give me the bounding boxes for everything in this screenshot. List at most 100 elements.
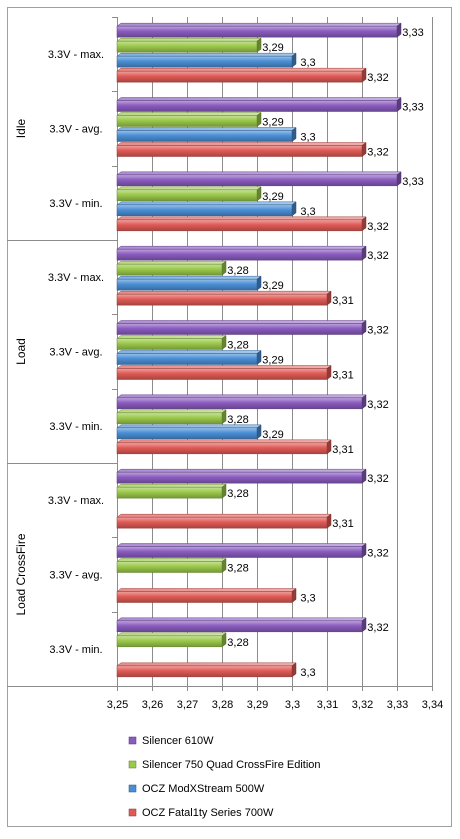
x-tick-label: 3,26 <box>142 699 163 711</box>
bar <box>116 67 367 83</box>
bar-top <box>116 632 227 637</box>
category-label: 3.3V - avg. <box>49 347 102 359</box>
bar-front <box>116 70 363 83</box>
legend-swatch <box>128 736 137 745</box>
data-label: 3,29 <box>262 429 283 441</box>
bar-top <box>116 335 227 339</box>
bar-front <box>116 130 293 142</box>
category-label: 3.3V - avg. <box>49 570 102 582</box>
bar-front <box>116 442 328 455</box>
bar <box>116 171 402 187</box>
bar-front <box>116 25 398 38</box>
bar-top <box>116 22 402 27</box>
bar <box>116 409 227 425</box>
bar <box>116 468 367 484</box>
bar-top <box>116 127 297 131</box>
group-label: Load <box>14 338 28 365</box>
data-label: 3,31 <box>332 518 353 530</box>
bar <box>116 260 227 276</box>
bar-front <box>116 204 293 217</box>
x-tick-label: 3,29 <box>247 699 268 711</box>
data-label: 3,28 <box>227 637 248 649</box>
data-label: 3,3 <box>300 667 315 679</box>
bar-front <box>116 174 398 187</box>
bar <box>116 186 262 202</box>
bar <box>116 275 262 291</box>
bar-top <box>116 37 262 42</box>
bar-top <box>116 617 367 622</box>
data-label: 3,29 <box>262 117 283 129</box>
legend-label: OCZ Fatal1ty Series 700W <box>142 807 274 819</box>
bar-top <box>116 365 332 369</box>
bar-front <box>116 219 363 232</box>
bar-top <box>116 216 367 221</box>
data-label: 3,32 <box>367 72 388 84</box>
bar-front <box>116 368 328 380</box>
bar-top <box>116 275 262 280</box>
bar-top <box>116 424 262 429</box>
bar <box>116 365 332 380</box>
data-label: 3,31 <box>332 444 353 456</box>
data-label: 3,31 <box>332 370 353 382</box>
category-label: 3.3V - min. <box>49 198 102 210</box>
data-label: 3,32 <box>367 548 388 560</box>
data-label: 3,33 <box>402 102 423 114</box>
bar-front <box>116 115 258 127</box>
legend-label: Silencer 750 Quad CrossFire Edition <box>142 759 321 771</box>
data-label: 3,32 <box>367 399 388 411</box>
bar <box>116 617 367 633</box>
data-label: 3,32 <box>367 250 388 262</box>
bar <box>116 127 297 142</box>
bar-top <box>116 142 367 146</box>
x-tick-label: 3,3 <box>285 699 300 711</box>
bar <box>116 543 367 558</box>
bar-top <box>116 260 227 265</box>
bar-top <box>116 290 332 295</box>
bar-front <box>116 40 258 53</box>
bar-top <box>116 97 402 101</box>
bar-top <box>116 483 227 488</box>
x-tick-label: 3,32 <box>352 699 373 711</box>
bar <box>116 632 227 648</box>
bar-front <box>116 412 223 425</box>
bar-top <box>116 588 297 592</box>
bar-front <box>116 278 258 291</box>
bar <box>116 320 367 335</box>
bar <box>116 558 227 573</box>
x-tick-label: 3,34 <box>422 699 443 711</box>
data-label: 3,29 <box>262 191 283 203</box>
bar <box>116 52 297 68</box>
category-label: 3.3V - min. <box>49 421 102 433</box>
bar-top <box>116 439 332 444</box>
x-tick-label: 3,28 <box>212 699 233 711</box>
data-label: 3,32 <box>367 221 388 233</box>
data-label: 3,32 <box>367 473 388 485</box>
bar-top <box>116 409 227 414</box>
data-label: 3,28 <box>227 265 248 277</box>
bar-front <box>116 353 258 365</box>
bar-front <box>116 546 363 558</box>
group-label: Load CrossFire <box>14 533 28 615</box>
x-tick-label: 3,31 <box>317 699 338 711</box>
bar <box>116 216 367 232</box>
bar-front <box>116 591 293 603</box>
bar-top <box>116 171 402 176</box>
bar-front <box>116 516 328 529</box>
x-tick-label: 3,27 <box>177 699 198 711</box>
legend-label: OCZ ModXStream 500W <box>142 783 265 795</box>
data-label: 3,29 <box>262 42 283 54</box>
bar-front <box>116 397 363 410</box>
bar-top <box>116 186 262 191</box>
bar <box>116 201 297 217</box>
data-label: 3,3 <box>300 593 315 605</box>
bar <box>116 513 332 529</box>
bar-top <box>116 350 262 354</box>
bar-front <box>116 427 258 440</box>
group-label: Idle <box>14 119 28 139</box>
data-label: 3,28 <box>227 340 248 352</box>
bar-front <box>116 55 293 68</box>
bar <box>116 394 367 410</box>
legend-swatch <box>128 808 137 817</box>
bar <box>116 662 297 678</box>
data-label: 3,29 <box>262 355 283 367</box>
